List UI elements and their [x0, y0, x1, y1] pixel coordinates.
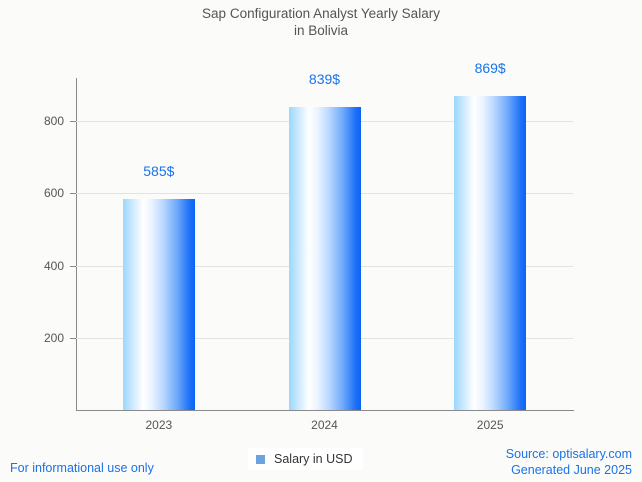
y-axis-tick-label: 400: [43, 258, 64, 273]
y-tick-800: [70, 121, 76, 123]
plot-area: [70, 78, 573, 410]
y-tick-400: [70, 265, 76, 267]
bar-2024[interactable]: [288, 107, 361, 410]
bar-value-label-2023: 585$: [143, 162, 175, 179]
x-axis-category-2024: 2024: [311, 418, 338, 432]
chart-title: Sap Configuration Analyst Yearly Salary i…: [0, 5, 642, 39]
x-axis-line: [76, 410, 574, 411]
y-axis-labels: 200 400 600 800: [0, 0, 76, 482]
bar-2025[interactable]: [454, 96, 527, 410]
bar-2023[interactable]: [122, 198, 195, 410]
chart-title-line-2: in Bolivia: [293, 23, 349, 38]
y-axis-tick-label: 600: [43, 186, 64, 201]
x-axis-category-2023: 2023: [145, 418, 173, 432]
bar-value-label-2024: 839$: [308, 71, 341, 88]
y-axis-tick-label: 800: [43, 114, 64, 129]
y-axis-line: [76, 78, 77, 411]
y-tick-200: [70, 337, 76, 339]
chart-legend[interactable]: Salary in USD: [248, 448, 363, 470]
bar-value-label-2025: 869$: [474, 60, 506, 77]
footer-source: Source: optisalary.com Generated June 202…: [506, 446, 632, 478]
legend-swatch-icon: [256, 454, 265, 464]
x-axis-category-2025: 2025: [476, 418, 504, 432]
footer-disclaimer: For informational use only: [10, 461, 154, 475]
legend-label: Salary in USD: [274, 452, 353, 466]
footer-source-link[interactable]: Source: optisalary.com: [505, 447, 632, 461]
chart-title-line-1: Sap Configuration Analyst Yearly Salary: [202, 6, 440, 21]
y-axis-tick-label: 200: [43, 330, 64, 345]
footer-generated-date: Generated June 2025: [511, 463, 632, 477]
y-tick-600: [70, 193, 76, 195]
